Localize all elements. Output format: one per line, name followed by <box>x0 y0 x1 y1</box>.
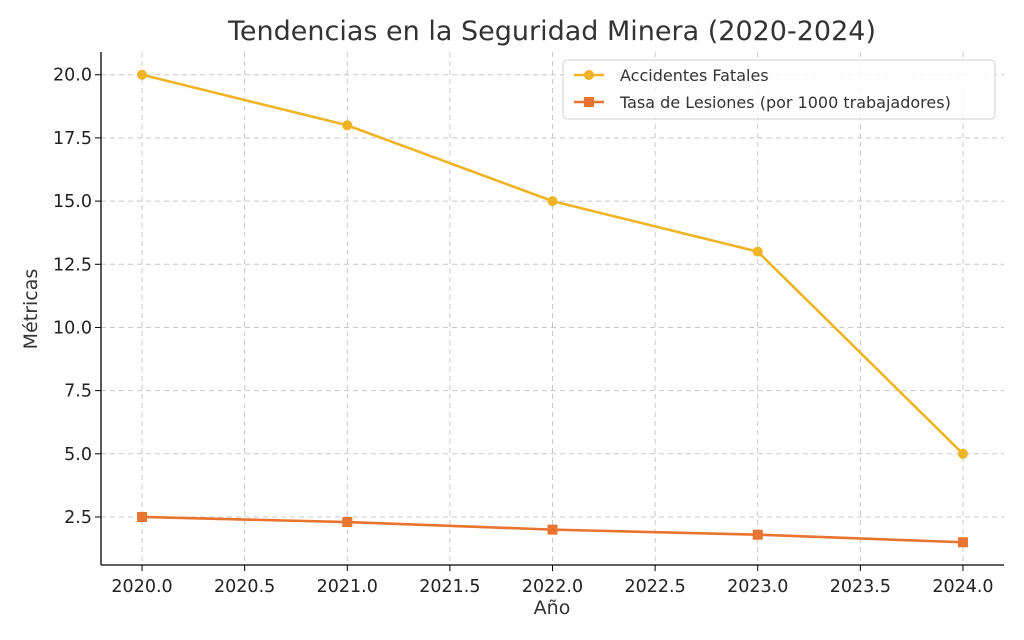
x-tick-label: 2022.0 <box>522 577 583 597</box>
y-tick-label: 17.5 <box>53 129 92 149</box>
y-axis-label: Métricas <box>20 269 42 350</box>
data-point <box>957 537 968 548</box>
x-tick-label: 2021.5 <box>419 577 480 597</box>
series-1 <box>137 69 968 459</box>
y-tick-label: 7.5 <box>64 382 92 402</box>
x-tick-label: 2020.0 <box>111 577 172 597</box>
data-point <box>137 511 148 522</box>
y-tick-label: 5.0 <box>64 445 92 465</box>
legend-box <box>562 59 996 120</box>
legend-item: Accidentes Fatales <box>574 66 769 85</box>
x-tick-label: 2023.5 <box>830 577 891 597</box>
data-point <box>342 120 353 131</box>
x-axis-label: Año <box>534 597 571 619</box>
legend: Accidentes Fatales Tasa de Lesiones (por … <box>562 59 996 120</box>
series-2 <box>137 511 968 548</box>
data-point <box>137 69 148 80</box>
y-ticks: 2.5 5.0 7.5 10.0 12.5 15.0 17.5 20.0 <box>53 66 101 528</box>
series-layer <box>137 69 968 548</box>
legend-marker <box>584 97 594 107</box>
data-point <box>342 517 353 528</box>
data-point <box>752 529 763 540</box>
legend-marker <box>584 70 594 80</box>
y-tick-label: 15.0 <box>53 192 92 212</box>
chart-title: Tendencias en la Seguridad Minera (2020-… <box>227 16 876 47</box>
y-tick-label: 12.5 <box>53 255 92 275</box>
legend-item: Tasa de Lesiones (por 1000 trabajadores) <box>574 93 951 112</box>
legend-label: Tasa de Lesiones (por 1000 trabajadores) <box>619 93 951 112</box>
data-point <box>957 448 968 459</box>
x-tick-label: 2023.0 <box>727 577 788 597</box>
y-tick-label: 10.0 <box>53 318 92 338</box>
grid <box>101 52 1004 565</box>
x-tick-label: 2021.0 <box>317 577 378 597</box>
x-tick-label: 2020.5 <box>214 577 275 597</box>
x-tick-label: 2024.0 <box>932 577 993 597</box>
legend-label: Accidentes Fatales <box>620 66 769 85</box>
y-tick-label: 2.5 <box>64 508 92 528</box>
data-point <box>547 196 558 207</box>
x-ticks: 2020.0 2020.5 2021.0 2021.5 2022.0 2022.5 2023… <box>111 565 994 597</box>
data-point <box>547 524 558 535</box>
y-tick-label: 20.0 <box>53 66 92 86</box>
x-tick-label: 2022.5 <box>624 577 685 597</box>
data-point <box>752 246 763 257</box>
